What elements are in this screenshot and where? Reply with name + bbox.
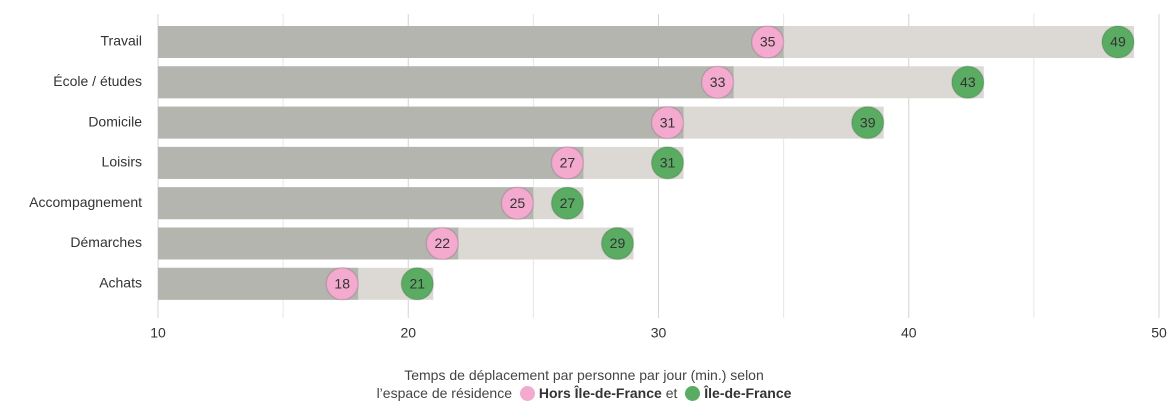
- chart: 10 20 30 40 50 Travail 35 49 École / études 33 43 D…: [29, 14, 1167, 341]
- legend-line: l’espace de résidence Hors Île-de-France…: [0, 384, 1168, 402]
- data-label: 31: [660, 155, 676, 171]
- dot: [850, 105, 885, 140]
- x-tick-label: 50: [1151, 325, 1167, 341]
- dot: [325, 267, 359, 301]
- y-tick-label: Démarches: [70, 234, 142, 250]
- y-tick-label: École / études: [53, 73, 142, 89]
- dot: [425, 226, 460, 261]
- x-tick-label: 10: [150, 325, 166, 341]
- dot: [650, 146, 685, 180]
- data-label: 49: [1110, 34, 1126, 50]
- y-tick-label: Travail: [101, 33, 143, 49]
- legend-label: Hors Île-de-France: [538, 385, 662, 401]
- bar: [158, 187, 534, 220]
- dot: [1101, 25, 1135, 59]
- dot: [400, 267, 435, 301]
- x-tick-label: 20: [400, 325, 416, 341]
- legend: Temps de déplacement par personne par jo…: [0, 366, 1168, 402]
- bar: [158, 146, 584, 179]
- legend-label: Île-de-France: [704, 385, 792, 401]
- x-label-line: l’espace de résidence: [376, 385, 512, 401]
- bar: [158, 267, 359, 300]
- data-label: 21: [409, 276, 425, 292]
- y-tick-label: Loisirs: [102, 154, 142, 170]
- bar: [158, 66, 734, 99]
- legend-joiner: et: [665, 385, 678, 401]
- dot: [600, 226, 635, 261]
- legend-swatch: [519, 386, 535, 401]
- y-tick-label: Domicile: [88, 113, 142, 129]
- data-label: 27: [560, 155, 576, 171]
- dot: [550, 146, 585, 180]
- dot: [650, 105, 685, 140]
- dot: [550, 186, 585, 220]
- y-tick-label: Achats: [99, 275, 142, 291]
- data-label: 29: [610, 235, 626, 251]
- data-label: 27: [560, 195, 576, 211]
- bar: [158, 26, 784, 58]
- data-label: 18: [334, 276, 350, 292]
- data-label: 25: [510, 195, 526, 211]
- data-label: 22: [435, 235, 451, 251]
- x-tick-label: 30: [651, 325, 667, 341]
- data-label: 43: [960, 74, 976, 90]
- dot: [700, 65, 735, 100]
- dot: [750, 25, 785, 59]
- legend-swatch: [685, 386, 701, 401]
- dot: [951, 65, 985, 100]
- bar: [158, 227, 459, 260]
- x-label-line: Temps de déplacement par personne par jo…: [404, 367, 764, 383]
- dot: [500, 186, 535, 220]
- data-label: 33: [710, 74, 726, 90]
- data-label: 31: [660, 114, 676, 130]
- bar: [158, 106, 684, 139]
- y-tick-label: Accompagnement: [29, 194, 142, 210]
- data-label: 35: [760, 34, 776, 50]
- x-tick-label: 40: [901, 325, 917, 341]
- data-label: 39: [860, 114, 876, 130]
